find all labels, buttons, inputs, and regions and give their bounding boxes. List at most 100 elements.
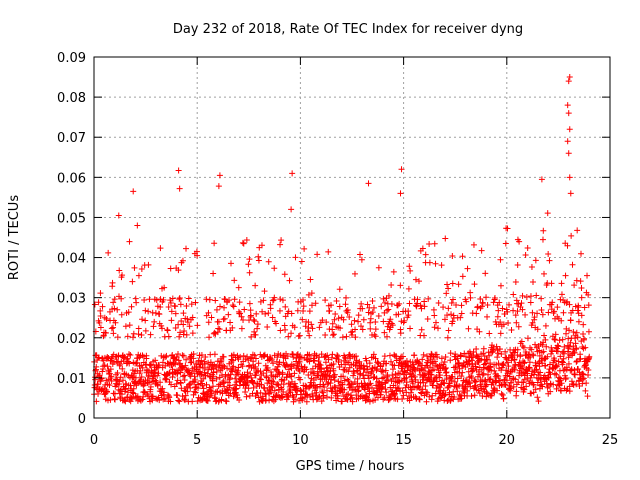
data-point <box>341 354 348 361</box>
data-point <box>265 310 272 317</box>
data-point <box>405 285 412 292</box>
data-point <box>277 296 284 303</box>
data-point <box>448 311 455 318</box>
data-point <box>333 297 340 304</box>
data-point <box>515 323 522 330</box>
data-point <box>344 307 351 314</box>
data-point <box>440 387 447 394</box>
data-point <box>137 397 144 404</box>
data-point <box>182 392 189 399</box>
data-point <box>176 333 183 340</box>
data-point <box>518 365 525 372</box>
data-point <box>546 361 553 368</box>
data-point <box>330 361 337 368</box>
data-point <box>258 381 265 388</box>
data-point <box>510 291 517 298</box>
data-point <box>564 342 571 349</box>
data-point <box>209 383 216 390</box>
data-point <box>149 393 156 400</box>
data-point <box>417 302 424 309</box>
data-point <box>526 380 533 387</box>
data-point <box>331 316 338 323</box>
data-point <box>396 370 403 377</box>
data-point <box>322 297 329 304</box>
data-point <box>229 302 236 309</box>
data-point <box>277 327 284 334</box>
data-point <box>132 374 139 381</box>
data-point <box>176 294 183 301</box>
data-point <box>497 330 504 337</box>
data-point <box>389 366 396 373</box>
data-point <box>430 306 437 313</box>
data-point <box>261 385 268 392</box>
data-point <box>351 369 358 376</box>
y-tick-label: 0.01 <box>57 372 86 387</box>
data-point <box>445 383 452 390</box>
data-point <box>321 384 328 391</box>
data-point <box>108 378 115 385</box>
data-point <box>300 297 306 304</box>
data-point <box>581 304 588 311</box>
data-point <box>500 321 507 328</box>
data-point <box>276 370 283 377</box>
data-point <box>566 301 573 308</box>
data-point <box>523 383 530 390</box>
data-point <box>575 318 582 325</box>
data-point <box>320 392 327 399</box>
data-point <box>160 389 167 396</box>
data-point <box>119 377 126 384</box>
data-point <box>534 310 541 317</box>
data-point <box>370 351 377 358</box>
data-point <box>486 330 493 337</box>
data-point <box>544 353 551 360</box>
data-point <box>577 278 584 285</box>
data-point <box>146 379 153 386</box>
data-point <box>138 374 145 381</box>
data-point <box>101 362 108 369</box>
data-point <box>478 247 485 254</box>
data-point <box>180 321 187 328</box>
data-point <box>540 348 547 355</box>
data-point <box>250 316 257 323</box>
data-point <box>563 387 570 394</box>
data-point <box>496 299 503 306</box>
data-point <box>375 312 382 319</box>
data-point <box>268 368 275 375</box>
data-point <box>425 368 432 375</box>
data-point <box>484 313 491 320</box>
data-point <box>162 353 169 360</box>
data-point <box>366 360 373 367</box>
data-point <box>449 318 456 325</box>
data-point <box>161 395 168 402</box>
data-point <box>582 387 589 394</box>
data-point <box>518 338 525 345</box>
data-point <box>152 369 159 376</box>
data-point <box>124 333 131 340</box>
data-point <box>568 232 575 239</box>
data-point <box>451 394 458 401</box>
data-point <box>215 183 222 190</box>
data-point <box>431 358 438 365</box>
y-tick-label: 0.04 <box>57 252 86 267</box>
data-point <box>451 378 458 385</box>
data-point <box>331 377 338 384</box>
data-point <box>368 384 375 391</box>
data-point <box>394 302 401 309</box>
data-point <box>425 295 432 302</box>
data-point <box>379 369 386 376</box>
data-point <box>263 367 270 374</box>
data-point <box>156 397 163 404</box>
data-point <box>504 225 511 232</box>
data-point <box>458 373 465 380</box>
chart-title: Day 232 of 2018, Rate Of TEC Index for r… <box>173 22 523 37</box>
data-point <box>557 353 564 360</box>
data-point <box>187 385 194 392</box>
data-point <box>263 373 270 380</box>
data-point <box>387 384 394 391</box>
data-point <box>459 369 466 376</box>
data-point <box>255 253 262 260</box>
data-point <box>534 326 541 333</box>
data-point <box>568 378 575 385</box>
data-point <box>198 357 205 364</box>
data-point <box>463 298 470 305</box>
